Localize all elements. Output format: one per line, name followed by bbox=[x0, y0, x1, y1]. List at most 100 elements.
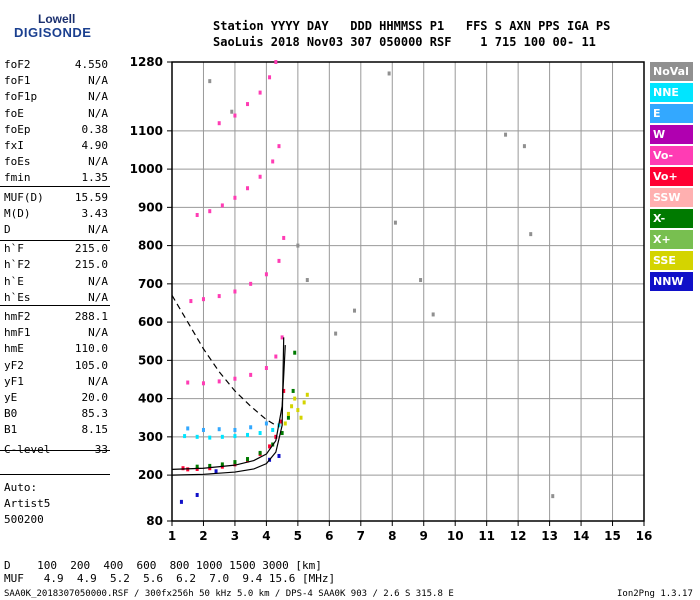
param-separator bbox=[0, 186, 110, 187]
param-value: N/A bbox=[88, 374, 108, 388]
footer-file-info: SAA0K_2018307050000.RSF / 300fx256h 50 k… bbox=[4, 589, 454, 599]
data-point bbox=[249, 372, 253, 377]
data-point bbox=[233, 427, 237, 432]
x-tick-label: 16 bbox=[636, 529, 653, 543]
legend-item: W bbox=[650, 125, 693, 144]
logo-digisonde-text: DIGISONDE bbox=[14, 25, 92, 40]
legend-item: E bbox=[650, 104, 693, 123]
data-point bbox=[277, 258, 281, 263]
param-value: N/A bbox=[88, 155, 108, 169]
data-point bbox=[258, 450, 262, 455]
param-label: fxI bbox=[4, 139, 24, 152]
data-point bbox=[233, 460, 237, 465]
param-row: B1 8.15 bbox=[4, 423, 108, 438]
x-tick-label: 14 bbox=[573, 529, 590, 543]
data-point bbox=[334, 331, 338, 336]
param-row: foEp 0.38 bbox=[4, 123, 108, 138]
data-point bbox=[271, 159, 275, 164]
data-point bbox=[305, 392, 309, 397]
data-point bbox=[230, 109, 234, 114]
data-point bbox=[283, 421, 287, 426]
data-point bbox=[208, 79, 212, 84]
param-value: 0.38 bbox=[81, 122, 109, 136]
param-value: 288.1 bbox=[74, 310, 108, 323]
legend-item: NNE bbox=[650, 83, 693, 102]
param-label: yF2 bbox=[4, 358, 24, 372]
data-point bbox=[246, 186, 250, 191]
param-label: C-level bbox=[4, 443, 50, 456]
param-row: h`F2 215.0 bbox=[4, 258, 108, 273]
y-tick-label: 700 bbox=[138, 277, 163, 291]
data-point bbox=[274, 354, 278, 359]
data-point bbox=[201, 427, 205, 432]
data-point bbox=[217, 294, 221, 299]
data-point bbox=[299, 415, 303, 420]
x-tick-label: 10 bbox=[447, 529, 464, 543]
param-label: B0 bbox=[4, 407, 18, 421]
param-row: fxI 4.90 bbox=[4, 139, 108, 154]
param-row: M(D) 3.43 bbox=[4, 207, 108, 222]
y-tick-label: 800 bbox=[138, 239, 163, 253]
data-point bbox=[201, 297, 205, 302]
data-point bbox=[268, 75, 272, 80]
data-point bbox=[258, 90, 262, 95]
x-tick-label: 7 bbox=[357, 529, 365, 543]
data-point bbox=[220, 434, 224, 439]
data-point bbox=[353, 308, 357, 313]
data-point bbox=[208, 209, 212, 214]
x-tick-label: 11 bbox=[478, 529, 495, 543]
data-point bbox=[274, 60, 278, 64]
data-point bbox=[286, 411, 290, 416]
param-value: N/A bbox=[88, 326, 108, 340]
param-label: hmF2 bbox=[4, 310, 31, 323]
data-point bbox=[274, 434, 278, 439]
data-point bbox=[280, 431, 284, 436]
param-row: yF1 N/A bbox=[4, 375, 108, 390]
y-tick-label: 600 bbox=[138, 315, 163, 329]
data-point bbox=[233, 376, 237, 381]
param-row: foF1p N/A bbox=[4, 90, 108, 105]
data-point bbox=[181, 466, 185, 471]
data-point bbox=[233, 195, 237, 200]
data-point bbox=[249, 281, 253, 286]
param-label: D bbox=[4, 223, 11, 236]
param-row: C-level 33 bbox=[4, 443, 108, 458]
header-line-2: SaoLuis 2018 Nov03 307 050000 RSF 1 715 … bbox=[213, 35, 596, 49]
data-point bbox=[246, 102, 250, 107]
data-point bbox=[217, 427, 221, 432]
data-point bbox=[246, 432, 250, 437]
data-point bbox=[208, 463, 212, 468]
y-tick-label: 400 bbox=[138, 392, 163, 406]
param-label: M(D) bbox=[4, 206, 31, 220]
param-value: 4.550 bbox=[74, 58, 108, 71]
param-row: D N/A bbox=[4, 223, 108, 238]
data-point bbox=[280, 335, 284, 340]
param-label: yE bbox=[4, 391, 18, 404]
data-point bbox=[282, 235, 286, 240]
param-row: yE 20.0 bbox=[4, 391, 108, 406]
data-point bbox=[302, 400, 306, 405]
data-point bbox=[220, 203, 224, 208]
data-point bbox=[264, 272, 268, 277]
x-tick-label: 13 bbox=[541, 529, 558, 543]
param-separator bbox=[0, 474, 110, 475]
profile-curve bbox=[171, 337, 285, 476]
data-point bbox=[271, 427, 275, 432]
data-point bbox=[286, 415, 290, 420]
distance-row: D 100 200 400 600 800 1000 1500 3000 [km… bbox=[4, 559, 322, 572]
x-tick-label: 12 bbox=[510, 529, 527, 543]
param-label: fmin bbox=[4, 171, 31, 185]
legend-item: SSW bbox=[650, 188, 693, 207]
legend-item: Vo- bbox=[650, 146, 693, 165]
param-value: 215.0 bbox=[74, 242, 108, 256]
data-point bbox=[249, 425, 253, 430]
data-point bbox=[179, 499, 183, 504]
data-point bbox=[189, 299, 193, 304]
data-point bbox=[291, 388, 295, 393]
x-tick-label: 9 bbox=[420, 529, 428, 543]
muf-row: MUF 4.9 4.9 5.2 5.6 6.2 7.0 9.4 15.6 [MH… bbox=[4, 572, 336, 585]
data-point bbox=[264, 366, 268, 370]
param-value: N/A bbox=[88, 90, 108, 104]
data-point bbox=[217, 379, 221, 384]
param-value: 110.0 bbox=[74, 342, 108, 356]
